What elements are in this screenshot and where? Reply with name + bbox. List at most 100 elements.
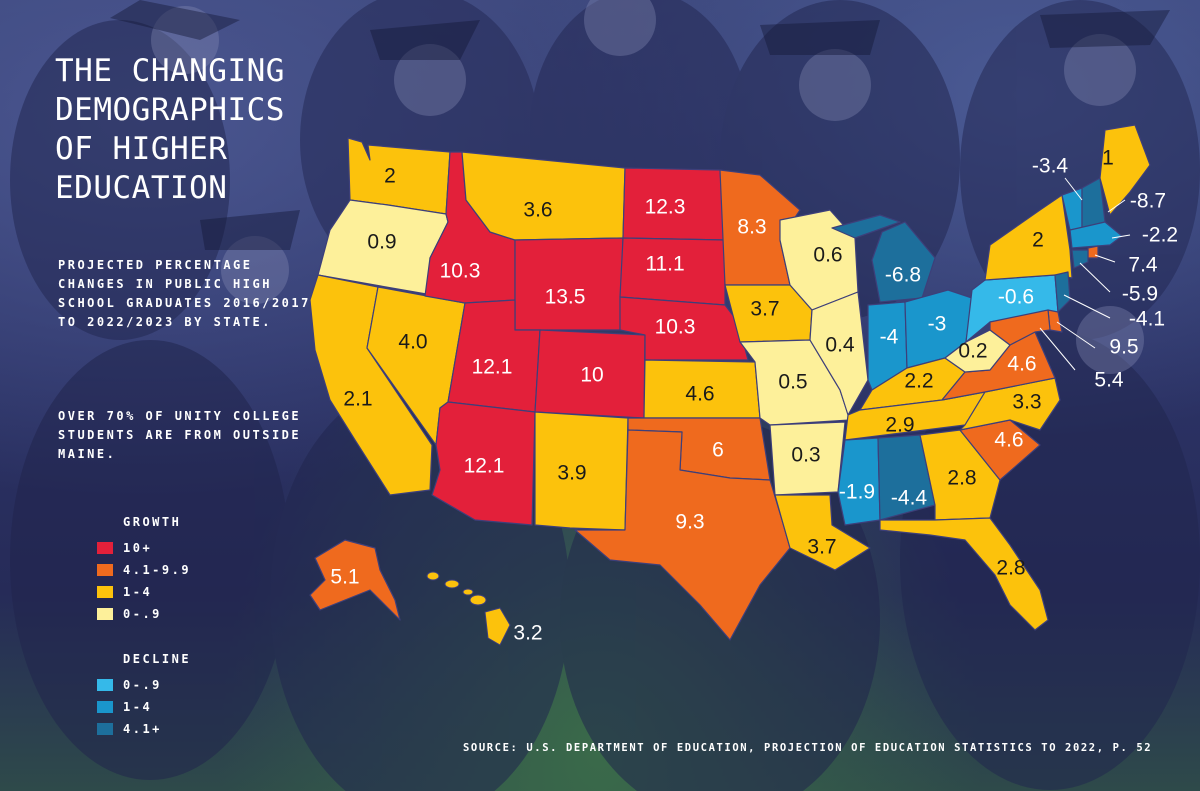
state-value-nv: 4.0 [398, 331, 427, 354]
state-value-wv: 0.2 [958, 340, 987, 363]
legend-swatch [97, 723, 113, 735]
state-value-mo: 0.5 [778, 371, 807, 394]
state-value-ok: 6 [712, 439, 724, 462]
legend-label: 1-4 [123, 700, 153, 714]
state-value-nm: 3.9 [557, 462, 586, 485]
legend-label: 0-.9 [123, 678, 162, 692]
state-value-ut: 12.1 [472, 356, 513, 379]
state-shape-ma [1069, 221, 1123, 249]
state-shape-ct [1071, 249, 1089, 269]
state-value-nd: 12.3 [645, 196, 686, 219]
state-value-ar: 0.3 [791, 444, 820, 467]
leader-lines [1039, 177, 1131, 371]
state-value-wa: 2 [384, 165, 396, 188]
legend-label: 0-.9 [123, 607, 162, 621]
legend-growth-title: GROWTH [123, 515, 182, 529]
state-value-ga: 2.8 [947, 467, 976, 490]
legend-item: 4.1+ [97, 718, 191, 740]
state-value-sc: 4.6 [994, 429, 1023, 452]
state-value-mi: -6.8 [885, 264, 921, 287]
legend-item: 1-4 [97, 696, 191, 718]
state-value-ne: 10.3 [655, 316, 696, 339]
legend-decline: DECLINE 0-.9 1-4 4.1+ [97, 652, 191, 740]
state-shape-ms [837, 437, 881, 526]
state-value-nh: -8.7 [1130, 190, 1166, 213]
state-value-wy: 13.5 [545, 286, 586, 309]
unity-college-note: Over 70% of Unity College students are f… [58, 409, 302, 461]
state-value-mt: 3.6 [523, 199, 552, 222]
state-shape-ny [984, 194, 1073, 281]
state-value-mn: 8.3 [737, 216, 766, 239]
legend-swatch [97, 542, 113, 554]
state-value-az: 12.1 [464, 455, 505, 478]
title-line: OF HIGHER [55, 131, 228, 167]
state-value-or: 0.9 [367, 231, 396, 254]
state-value-pa: -0.6 [998, 286, 1034, 309]
state-shape-fl [879, 517, 1049, 631]
state-shape-nm [534, 411, 629, 531]
legend-decline-title: DECLINE [123, 652, 192, 666]
state-value-va: 4.6 [1007, 353, 1036, 376]
state-value-vt: -3.4 [1032, 155, 1069, 178]
state-shape-md [989, 309, 1051, 346]
map-description: Projected percentage changes in public h… [58, 258, 311, 329]
legend-swatch [97, 586, 113, 598]
state-shape-az [431, 401, 536, 526]
state-value-il: 0.4 [825, 334, 855, 357]
legend-item: 0-.9 [97, 603, 191, 625]
state-shape-me [1099, 124, 1151, 216]
state-value-ky: 2.2 [904, 370, 933, 393]
state-value-ri: 7.4 [1128, 254, 1158, 277]
state-value-wi: 0.6 [813, 244, 842, 267]
state-shape-nj [1054, 271, 1071, 313]
state-shape-mt [461, 151, 626, 241]
state-value-ny: 2 [1032, 229, 1044, 252]
state-shape-la [774, 494, 871, 571]
state-value-nc: 3.3 [1012, 391, 1041, 414]
state-value-in: -4 [880, 326, 899, 349]
legend-label: 10+ [123, 541, 153, 555]
legend-item: 4.1-9.9 [97, 559, 191, 581]
title-line: EDUCATION [55, 170, 228, 206]
source-citation: SOURCE: U.S. DEPARTMENT OF EDUCATION, PR… [463, 742, 1153, 754]
state-value-ct: -5.9 [1122, 283, 1158, 306]
state-value-fl: 2.8 [996, 557, 1025, 580]
state-value-oh: -3 [928, 313, 947, 336]
state-value-la: 3.7 [807, 536, 836, 559]
title-line: THE CHANGING [55, 53, 285, 89]
state-value-ma: -2.2 [1142, 224, 1178, 247]
legend-item: 0-.9 [97, 674, 191, 696]
state-value-sd: 11.1 [645, 253, 684, 276]
state-shape-ak [309, 539, 401, 621]
state-shape-hi [426, 571, 511, 646]
state-shape-ri [1087, 245, 1099, 259]
state-value-ia: 3.7 [750, 298, 779, 321]
state-shape-wy [514, 237, 624, 331]
state-value-nj: -4.1 [1129, 308, 1165, 331]
legend-swatch [97, 679, 113, 691]
title-line: DEMOGRAPHICS [55, 92, 285, 128]
state-value-ak: 5.1 [330, 566, 359, 589]
state-value-hi: 3.2 [513, 622, 542, 645]
state-value-me: 1 [1102, 147, 1114, 170]
state-value-co: 10 [580, 364, 603, 387]
legend-item: 10+ [97, 537, 191, 559]
page-title: THE CHANGING DEMOGRAPHICS OF HIGHER EDUC… [55, 52, 355, 208]
state-value-md: 5.4 [1094, 369, 1124, 392]
legend-item: 1-4 [97, 581, 191, 603]
state-value-ms: -1.9 [839, 481, 875, 504]
state-value-id: 10.3 [440, 260, 481, 283]
legend-growth: GROWTH 10+ 4.1-9.9 1-4 0-.9 [97, 515, 191, 625]
legend-swatch [97, 608, 113, 620]
state-value-al: -4.4 [891, 487, 928, 510]
state-value-ks: 4.6 [685, 383, 714, 406]
state-value-de: 9.5 [1109, 336, 1138, 359]
state-value-tn: 2.9 [885, 414, 914, 437]
legend-label: 4.1+ [123, 722, 162, 736]
legend-swatch [97, 564, 113, 576]
legend-label: 4.1-9.9 [123, 563, 192, 577]
state-value-ca: 2.1 [343, 388, 372, 411]
legend-swatch [97, 701, 113, 713]
